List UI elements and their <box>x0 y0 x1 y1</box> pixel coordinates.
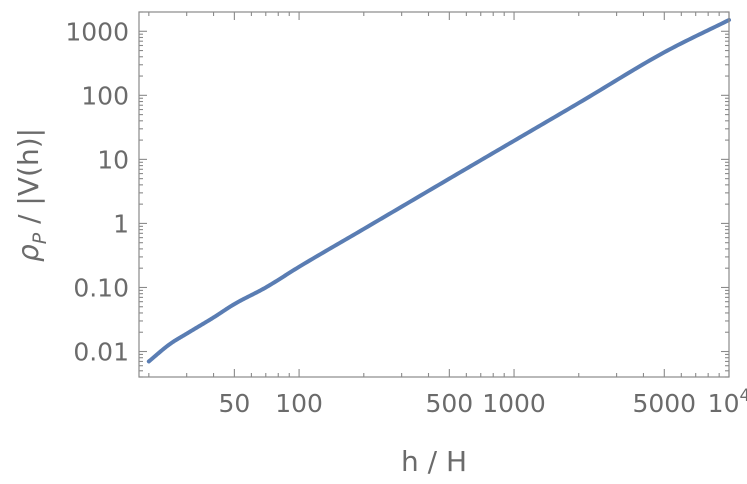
x-tick-label: 1000 <box>482 389 546 418</box>
x-tick-label: 100 <box>275 389 323 418</box>
y-tick-label: 1000 <box>65 17 129 46</box>
y-tick-label: 100 <box>81 81 129 110</box>
series-group <box>146 18 731 364</box>
x-tick-label-exponent: 4 <box>739 386 747 406</box>
y-axis-label-subscript: P <box>29 232 51 244</box>
y-tick-label: 0.01 <box>73 338 129 367</box>
x-tick-label: 5000 <box>632 389 696 418</box>
plot-frame <box>138 11 730 378</box>
y-axis-label: ρP / |V(h)| <box>12 128 51 262</box>
x-tick-label-base: 10 <box>708 389 740 418</box>
x-tick-label-base: 50 <box>218 389 250 418</box>
x-tick-label-base: 500 <box>425 389 473 418</box>
x-axis-label: h / H <box>401 445 467 478</box>
x-tick-label-base: 1000 <box>482 389 546 418</box>
x-tick-label: 500 <box>425 389 473 418</box>
x-tick-label: 104 <box>708 386 747 418</box>
axis-ticks <box>139 11 730 378</box>
x-tick-label: 50 <box>218 389 250 418</box>
y-axis-label-rho: ρ <box>12 244 45 262</box>
y-tick-label: 10 <box>97 145 129 174</box>
y-tick-label: 1 <box>113 209 129 238</box>
y-tick-label: 0.10 <box>73 273 129 302</box>
series-line <box>146 18 731 364</box>
y-axis-label-rest: / |V(h)| <box>12 128 45 233</box>
x-tick-label-base: 100 <box>275 389 323 418</box>
x-tick-label-base: 5000 <box>632 389 696 418</box>
